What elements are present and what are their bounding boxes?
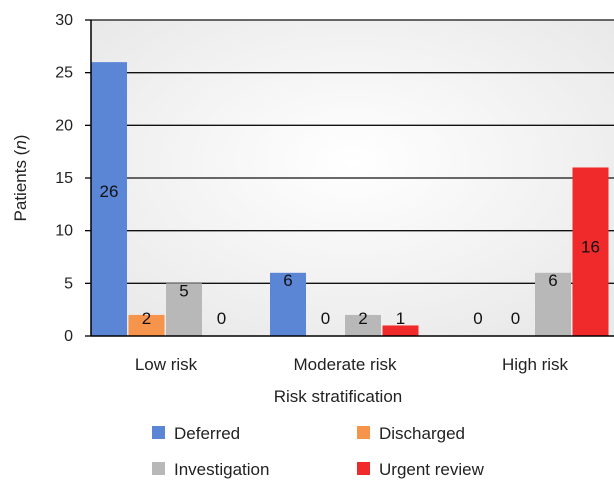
- legend-swatch: [152, 426, 165, 439]
- y-tick-label: 20: [55, 117, 73, 134]
- bar-investigation: [345, 314, 381, 336]
- y-axis-title: Patients (n): [11, 135, 30, 222]
- data-labels: 26 2 5 0 6 0 2 1 0 0 6 16: [100, 182, 600, 328]
- data-label: 0: [321, 309, 330, 328]
- bar-investigation: [166, 283, 202, 336]
- legend-label: Urgent review: [379, 460, 485, 479]
- y-tick-label: 5: [64, 275, 73, 292]
- legend-label: Discharged: [379, 424, 465, 443]
- data-label: 6: [548, 271, 557, 290]
- y-axis-title-prefix: Patients (: [11, 149, 30, 221]
- x-axis-title: Risk stratification: [274, 387, 402, 406]
- data-label: 2: [358, 309, 367, 328]
- legend-swatch: [152, 462, 165, 475]
- bars: [91, 62, 609, 337]
- data-label: 5: [179, 281, 188, 300]
- data-label: 16: [581, 238, 600, 257]
- bar-discharged: [128, 314, 165, 336]
- data-label: 6: [283, 271, 292, 290]
- y-tick-label: 15: [55, 170, 73, 187]
- x-category-label: Moderate risk: [294, 355, 397, 374]
- x-category-label: Low risk: [135, 355, 198, 374]
- data-label: 26: [100, 182, 119, 201]
- legend-swatch: [357, 462, 370, 475]
- y-tick-labels: 0 5 10 15 20 25 30: [55, 12, 73, 345]
- bar-investigation: [535, 272, 571, 336]
- y-tick-label: 10: [55, 223, 73, 240]
- y-axis-title-italic: n: [11, 140, 30, 149]
- y-axis-title-suffix: ): [11, 135, 30, 141]
- y-tick-label: 30: [55, 12, 73, 29]
- data-label: 0: [217, 309, 226, 328]
- legend-label: Deferred: [174, 424, 240, 443]
- axes: [90, 20, 614, 337]
- legend-label: Investigation: [174, 460, 269, 479]
- bar-urgent-review: [382, 325, 419, 336]
- legend: Deferred Discharged Investigation Urgent re…: [152, 424, 485, 479]
- x-category-label: High risk: [502, 355, 569, 374]
- bar-deferred: [91, 62, 127, 337]
- legend-swatch: [357, 426, 370, 439]
- data-label: 0: [473, 309, 482, 328]
- data-label: 2: [142, 309, 151, 328]
- bar-urgent-review: [572, 167, 609, 336]
- bar-deferred: [270, 272, 306, 336]
- data-label: 0: [511, 309, 520, 328]
- x-category-labels: Low risk Moderate risk High risk: [135, 355, 569, 374]
- y-tick-label: 25: [55, 65, 73, 82]
- data-label: 1: [396, 309, 405, 328]
- y-tick-label: 0: [64, 328, 73, 345]
